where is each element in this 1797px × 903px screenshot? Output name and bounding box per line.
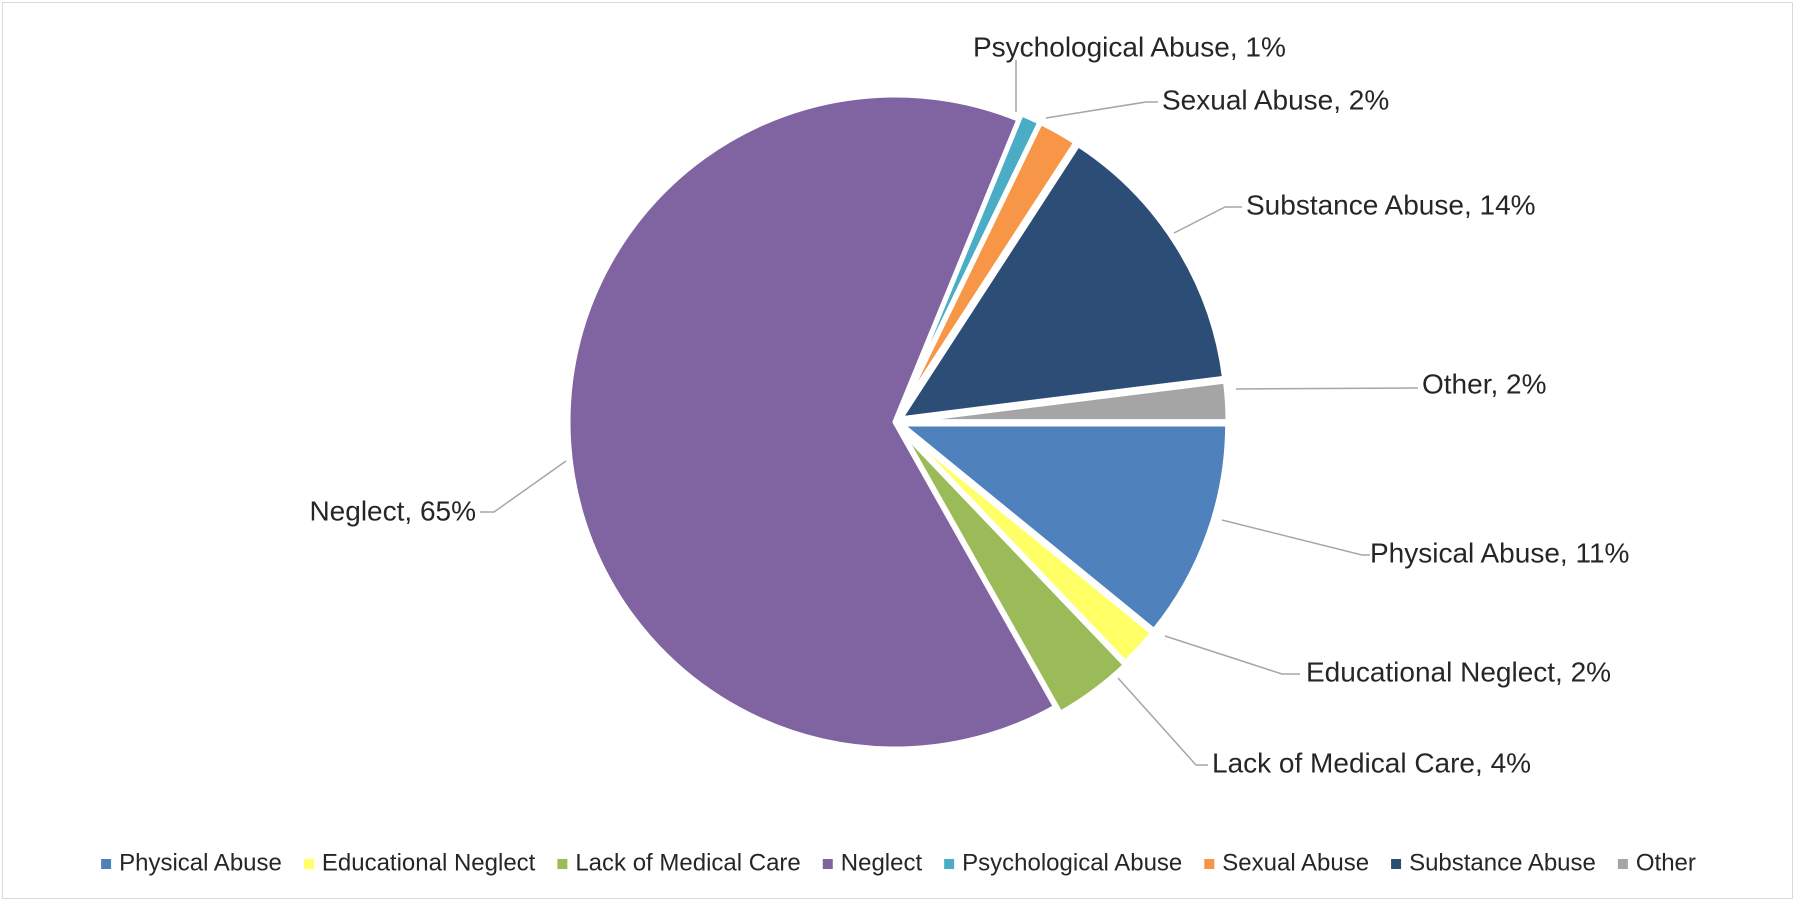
leader-line: [1164, 635, 1300, 675]
legend-label: Lack of Medical Care: [575, 849, 800, 876]
leader-line: [480, 460, 567, 513]
data-label: Other, 2%: [1422, 368, 1547, 399]
legend-label: Educational Neglect: [322, 849, 536, 876]
leader-lines: [480, 60, 1418, 766]
legend-item: Neglect: [822, 849, 923, 876]
legend-label: Sexual Abuse: [1222, 849, 1369, 876]
legend-item: Sexual Abuse: [1204, 849, 1369, 876]
pie-slice-substance-abuse: [897, 141, 1228, 422]
legend-label: Neglect: [841, 849, 923, 876]
legend-item: Psychological Abuse: [944, 849, 1182, 876]
legend: Physical Abuse Educational Neglect Lack of…: [101, 849, 1696, 876]
leader-line: [1235, 387, 1418, 390]
leader-line: [1221, 519, 1370, 556]
data-label: Substance Abuse, 14%: [1246, 189, 1536, 220]
pie-slice-other: [898, 378, 1231, 425]
legend-swatch: [822, 859, 833, 869]
pie-slices: [565, 92, 1231, 752]
data-label: Physical Abuse, 11%: [1370, 537, 1629, 568]
data-labels: Physical Abuse, 11% Educational Neglect, …: [309, 31, 1629, 778]
legend-swatch: [101, 859, 112, 869]
data-label: Sexual Abuse, 2%: [1162, 84, 1389, 115]
legend-item: Physical Abuse: [101, 849, 282, 876]
legend-swatch: [557, 859, 568, 869]
leader-line: [1117, 677, 1208, 766]
legend-swatch: [1617, 859, 1628, 869]
legend-swatch: [1204, 859, 1215, 869]
data-label: Neglect, 65%: [309, 495, 476, 526]
legend-label: Substance Abuse: [1409, 849, 1596, 876]
data-label: Lack of Medical Care, 4%: [1212, 747, 1531, 778]
legend-item: Lack of Medical Care: [557, 849, 801, 876]
legend-item: Substance Abuse: [1391, 849, 1596, 876]
legend-label: Other: [1636, 849, 1696, 876]
pie-slice-sexual-abuse: [895, 119, 1079, 420]
pie-slice-physical-abuse: [898, 421, 1231, 634]
pie-slice-neglect: [565, 92, 1059, 752]
legend-swatch: [303, 859, 314, 869]
legend-swatch: [1391, 859, 1402, 869]
legend-label: Physical Abuse: [119, 849, 282, 876]
legend-item: Other: [1617, 849, 1696, 876]
legend-swatch: [944, 859, 955, 869]
leader-line: [1045, 101, 1158, 119]
leader-line: [1173, 206, 1242, 234]
legend-item: Educational Neglect: [303, 849, 536, 876]
pie-slice-lack-of-medical-care: [897, 425, 1129, 716]
data-label: Psychological Abuse, 1%: [973, 31, 1286, 62]
data-label: Educational Neglect, 2%: [1306, 656, 1611, 687]
legend-label: Psychological Abuse: [962, 849, 1182, 876]
